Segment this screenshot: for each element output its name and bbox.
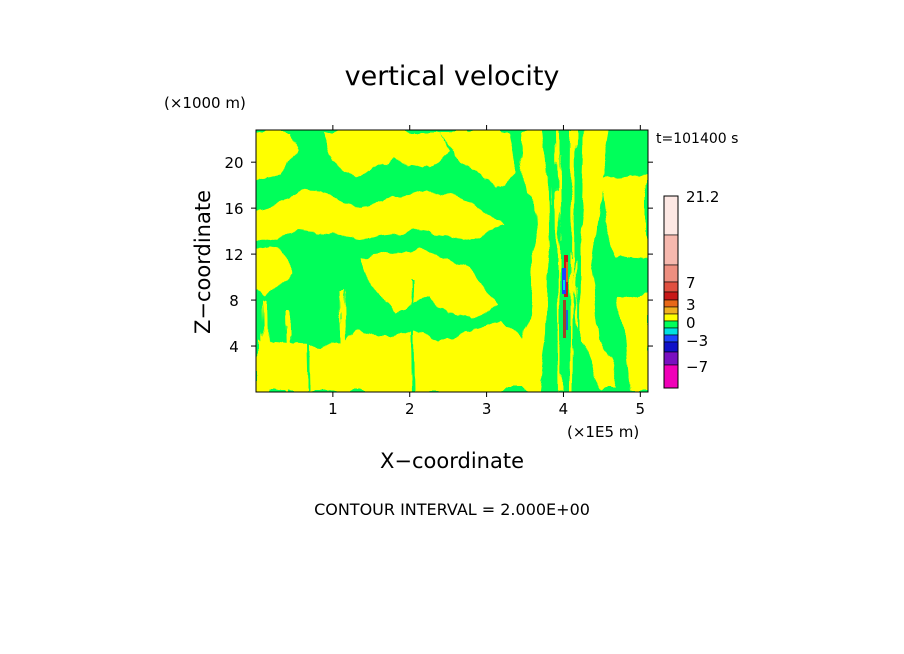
colorbar-swatch (663, 313, 679, 322)
colorbar-swatch (663, 281, 679, 293)
x-tick-label: 3 (482, 400, 492, 418)
fine-streaks (262, 130, 581, 392)
updraft-core (562, 255, 568, 338)
x-axis: 1 2 3 4 5 (328, 125, 645, 418)
y-tick-label: 16 (224, 200, 243, 218)
colorbar-label: −7 (686, 358, 708, 376)
y-tick-label: 12 (224, 246, 243, 264)
plot-frame (255, 129, 649, 393)
colorbar-swatch (663, 264, 679, 283)
colorbar-swatch (663, 306, 679, 315)
x-units-label: (×1E5 m) (567, 423, 639, 441)
colorbar-label: 3 (686, 296, 696, 314)
positive-regions (256, 130, 648, 392)
colorbar-swatch (663, 334, 679, 343)
x-tick-label: 2 (405, 400, 415, 418)
colorbar-swatch (663, 195, 679, 236)
time-label: t=101400 s (656, 131, 738, 147)
y-tick-label: 4 (229, 338, 239, 356)
colorbar-label: 7 (686, 274, 696, 292)
contour-interval-label: CONTOUR INTERVAL = 2.000E+00 (314, 500, 590, 519)
x-axis-label: X−coordinate (380, 449, 524, 473)
colorbar-swatch (663, 291, 679, 301)
chart-title: vertical velocity (345, 61, 560, 92)
y-tick-label: 20 (224, 154, 243, 172)
x-tick-label: 5 (636, 400, 646, 418)
colorbar-label: 21.2 (686, 188, 719, 206)
colorbar-swatch (663, 351, 679, 366)
colorbar-label: −3 (686, 332, 708, 350)
contour-field (256, 130, 648, 392)
colorbar-swatch (663, 364, 679, 389)
colorbar-swatch (663, 299, 679, 308)
colorbar-swatch (663, 234, 679, 266)
y-units-label: (×1000 m) (164, 94, 246, 112)
y-tick-label: 8 (229, 292, 239, 310)
y-axis: 4 8 12 16 20 (224, 154, 653, 356)
colorbar: 21.2 7 30−3 −7 (663, 188, 719, 389)
x-tick-label: 1 (328, 400, 338, 418)
colorbar-label: 0 (686, 314, 696, 332)
x-tick-label: 4 (559, 400, 569, 418)
colorbar-frame (663, 195, 679, 389)
colorbar-swatch (663, 341, 679, 353)
colorbar-swatch (663, 320, 679, 329)
colorbar-swatch (663, 327, 679, 336)
y-axis-label: Z−coordinate (191, 190, 215, 334)
